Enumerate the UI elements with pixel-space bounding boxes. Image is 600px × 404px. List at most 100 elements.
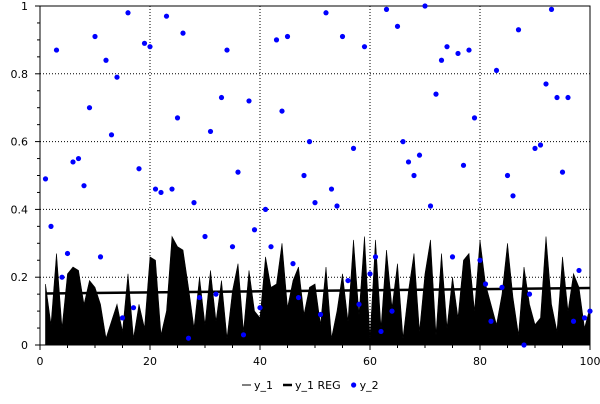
- series-y-2-point: [433, 92, 438, 97]
- legend-label: y_1 REG: [295, 379, 341, 392]
- series-y-2-point: [191, 200, 196, 205]
- series-y-2-point: [472, 115, 477, 120]
- series-y-2-point: [268, 244, 273, 249]
- series-y-2-point: [290, 261, 295, 266]
- series-y-2-point: [54, 47, 59, 52]
- series-y-2-point: [70, 159, 75, 164]
- series-y-2-point: [549, 7, 554, 12]
- y-tick-label: 0: [21, 339, 28, 352]
- x-tick-label: 80: [473, 355, 487, 368]
- series-y-2-point: [219, 95, 224, 100]
- series-y-2-point: [142, 41, 147, 46]
- series-y-2-point: [180, 31, 185, 36]
- y-tick-label: 1: [21, 0, 28, 13]
- series-y-2-point: [125, 10, 130, 15]
- series-y-2-point: [455, 51, 460, 56]
- series-y-2-point: [565, 95, 570, 100]
- series-y-2-point: [582, 315, 587, 320]
- series-y-2-point: [510, 193, 515, 198]
- series-y-2-point: [164, 14, 169, 19]
- series-y-2-point: [389, 309, 394, 314]
- x-tick-label: 0: [37, 355, 44, 368]
- series-y-2-point: [505, 173, 510, 178]
- legend-label: y_1: [254, 379, 273, 392]
- series-y-2-point: [147, 44, 152, 49]
- series-y-2-point: [587, 309, 592, 314]
- series-y-2-point: [560, 170, 565, 175]
- series-y-2-point: [576, 268, 581, 273]
- series-y-2-point: [571, 319, 576, 324]
- series-y-2-point: [257, 305, 262, 310]
- series-y-2-point: [356, 302, 361, 307]
- series-y-2-point: [461, 163, 466, 168]
- series-y-2-point: [98, 254, 103, 259]
- series-y-2-point: [301, 173, 306, 178]
- series-y-2-point: [345, 278, 350, 283]
- series-y-2-point: [538, 142, 543, 147]
- series-y-2-point: [323, 10, 328, 15]
- series-y-2-point: [406, 159, 411, 164]
- series-y-2-point: [329, 186, 334, 191]
- series-y-2-point: [444, 44, 449, 49]
- series-y-2-point: [279, 108, 284, 113]
- series-y-2-point: [274, 37, 279, 42]
- series-y-2-point: [521, 342, 526, 347]
- series-y-2-point: [92, 34, 97, 39]
- legend: y_1 y_1 REG y_2: [242, 379, 379, 392]
- series-y-2-point: [241, 332, 246, 337]
- series-y-2-point: [158, 190, 163, 195]
- series-y-2-point: [450, 254, 455, 259]
- series-y-2-point: [400, 139, 405, 144]
- series-y-2-point: [362, 44, 367, 49]
- series-y-2-point: [59, 275, 64, 280]
- series-y-2-point: [466, 47, 471, 52]
- series-y-2-point: [230, 244, 235, 249]
- series-y-2-point: [499, 285, 504, 290]
- series-y-2-point: [224, 47, 229, 52]
- series-y-2-point: [417, 153, 422, 158]
- series-y-2-point: [202, 234, 207, 239]
- series-y-2-point: [109, 132, 114, 137]
- series-y-2-point: [439, 58, 444, 63]
- series-y-2-point: [340, 34, 345, 39]
- series-y-2-point: [477, 258, 482, 263]
- series-y-2-point: [334, 203, 339, 208]
- series-y-2-point: [87, 105, 92, 110]
- x-tick-label: 100: [580, 355, 600, 368]
- x-tick-label: 20: [143, 355, 157, 368]
- legend-label: y_2: [360, 379, 379, 392]
- series-y-2-point: [263, 207, 268, 212]
- series-y-2-point: [235, 170, 240, 175]
- series-y-2-point: [373, 254, 378, 259]
- series-y-2-point: [516, 27, 521, 32]
- series-y-2-point: [527, 292, 532, 297]
- y-tick-label: 0.6: [11, 136, 29, 149]
- series-y-2-point: [422, 3, 427, 8]
- series-y-2-point: [208, 129, 213, 134]
- x-tick-label: 40: [253, 355, 267, 368]
- series-y-2-point: [252, 227, 257, 232]
- series-y-2-point: [48, 224, 53, 229]
- series-y-2-point: [175, 115, 180, 120]
- series-y-2-point: [169, 186, 174, 191]
- series-y-2-point: [312, 200, 317, 205]
- series-y-2-point: [120, 315, 125, 320]
- series-y-2-point: [494, 68, 499, 73]
- y-tick-label: 0.8: [11, 68, 29, 81]
- series-y-2-point: [246, 98, 251, 103]
- series-y-2-point: [153, 186, 158, 191]
- series-y-2-point: [543, 81, 548, 86]
- series-y-2-point: [136, 166, 141, 171]
- series-y-2-point: [318, 312, 323, 317]
- series-y-2-point: [213, 292, 218, 297]
- series-y-2-point: [428, 203, 433, 208]
- series-y-2-point: [395, 24, 400, 29]
- series-y-2-point: [483, 281, 488, 286]
- series-y-2-point: [384, 7, 389, 12]
- series-y-2-point: [554, 95, 559, 100]
- series-y-2-point: [131, 305, 136, 310]
- series-y-2-point: [81, 183, 86, 188]
- series-y-2-point: [103, 58, 108, 63]
- series-y-2-point: [65, 251, 70, 256]
